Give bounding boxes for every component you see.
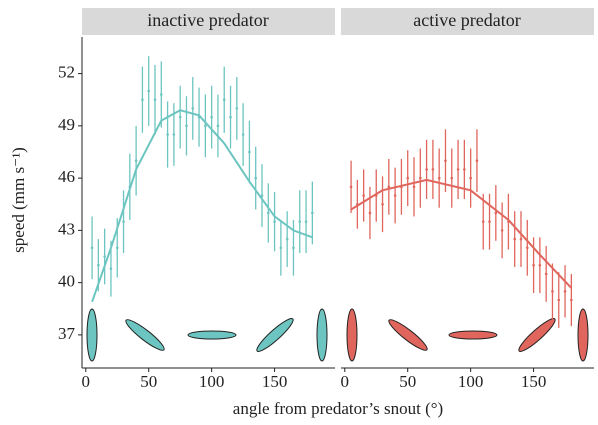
point [425, 168, 428, 171]
x-tick-label: 50 [399, 372, 416, 391]
point [349, 185, 353, 189]
point [393, 194, 397, 197]
point [362, 194, 365, 197]
point [115, 246, 119, 250]
point [519, 237, 523, 241]
point [97, 263, 100, 267]
point [431, 168, 435, 171]
point [222, 98, 226, 102]
x-tick-label: 150 [262, 372, 288, 391]
point [557, 298, 561, 302]
x-tick-label: 50 [140, 372, 157, 391]
y-tick-label: 52 [58, 62, 75, 81]
point [475, 159, 479, 162]
fit-line [350, 178, 573, 289]
point [260, 194, 264, 197]
point [563, 290, 567, 293]
point [178, 115, 182, 119]
y-tick-label: 40 [58, 272, 75, 291]
point [254, 176, 258, 180]
point [147, 89, 151, 93]
point [381, 202, 384, 206]
point [166, 133, 169, 136]
point [437, 176, 441, 180]
point [273, 220, 276, 223]
x-tick-label: 0 [341, 372, 350, 391]
point [109, 267, 113, 271]
point [469, 176, 472, 180]
y-tick-label: 49 [58, 115, 75, 134]
point [525, 246, 529, 250]
point [570, 298, 573, 302]
point [298, 220, 302, 223]
point [387, 185, 391, 189]
x-tick-label: 100 [199, 372, 225, 391]
point [235, 107, 239, 110]
y-tick-label: 37 [58, 324, 76, 343]
point [311, 211, 314, 215]
y-tick-label: 43 [58, 219, 75, 238]
point [292, 246, 295, 250]
point [412, 185, 416, 189]
point [463, 168, 466, 171]
point [450, 176, 454, 180]
point [103, 255, 106, 258]
point [418, 176, 422, 180]
point [279, 246, 283, 250]
point [241, 133, 245, 136]
point [551, 290, 554, 293]
x-tick-label: 100 [458, 372, 484, 391]
y-tick-label: 46 [58, 167, 75, 186]
fish-icons [86, 308, 589, 362]
fit-line [91, 109, 313, 303]
point [532, 263, 535, 267]
x-tick-label: 150 [521, 372, 547, 391]
x-tick-label: 0 [82, 372, 91, 391]
point [210, 115, 213, 119]
point [229, 115, 232, 119]
point [500, 229, 504, 232]
y-axis-title: speed (mm s⁻¹) [9, 147, 28, 253]
point [513, 237, 517, 241]
point [456, 168, 460, 171]
point [266, 211, 270, 215]
facet-strip [82, 8, 335, 35]
facet-title: inactive predator [147, 10, 268, 30]
point [153, 98, 157, 102]
point [285, 237, 289, 241]
point [538, 263, 542, 267]
point [185, 124, 188, 128]
point [134, 159, 138, 162]
facet-title: active predator [413, 10, 520, 30]
point [90, 246, 94, 250]
point [191, 107, 195, 110]
point [481, 220, 485, 223]
point [159, 93, 163, 96]
x-axis-title: angle from predator’s snout (°) [233, 399, 443, 418]
point [304, 220, 308, 223]
point [544, 272, 548, 276]
point [488, 220, 491, 223]
point [216, 124, 220, 128]
point [368, 211, 372, 215]
point [141, 98, 144, 102]
point [204, 124, 207, 128]
point [406, 176, 410, 180]
point [248, 150, 251, 154]
point [494, 211, 498, 215]
point [444, 159, 447, 162]
point [122, 220, 125, 223]
point [172, 133, 176, 136]
facet-strip [341, 8, 594, 35]
